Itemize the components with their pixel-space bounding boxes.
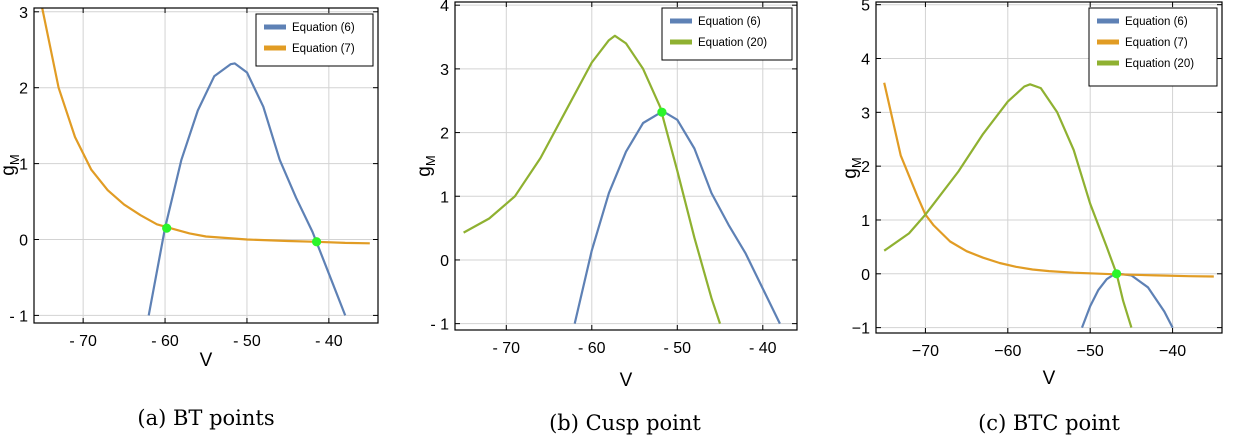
y-tick-label: 3 xyxy=(19,5,28,22)
intersection-point xyxy=(657,107,667,117)
subfigure-caption: (a) BT points xyxy=(137,406,274,430)
plot-frame xyxy=(33,7,379,324)
plot-area xyxy=(41,8,370,316)
x-axis-label: V xyxy=(1043,368,1056,389)
y-axis-label: gM xyxy=(0,154,22,175)
legend: Equation (6) Equation (20) xyxy=(661,7,793,61)
series-line-2 xyxy=(463,34,722,324)
legend-label: Equation (6) xyxy=(1125,16,1188,28)
plot-area xyxy=(883,82,1214,329)
series-line-2 xyxy=(883,82,1214,278)
legend-label: Equation (20) xyxy=(1125,58,1194,70)
plot-area xyxy=(463,34,781,325)
intersection-point xyxy=(311,237,322,247)
x-tick-label: −40 xyxy=(1159,343,1186,360)
x-tick-label: −50 xyxy=(1077,343,1104,360)
x-tick-label: - 70 xyxy=(69,333,97,350)
legend-label: Equation (6) xyxy=(292,22,355,34)
legend: Equation (6) Equation (7) xyxy=(255,13,374,67)
x-tick-label: - 50 xyxy=(664,340,692,357)
y-axis-label-subscript: M xyxy=(423,155,438,166)
intersection-point xyxy=(162,223,172,233)
x-tick-label: - 60 xyxy=(578,340,606,357)
plot-frame xyxy=(875,1,1223,334)
x-tick-label: - 60 xyxy=(151,333,179,350)
series-line-1 xyxy=(1080,272,1174,329)
y-axis-label-main: g xyxy=(0,165,19,176)
y-tick-label: 1 xyxy=(19,157,28,174)
y-tick-label: 2 xyxy=(861,159,870,176)
y-tick-label: 0 xyxy=(440,253,449,270)
y-axis-label-subscript: M xyxy=(7,154,22,165)
y-axis-label-main: g xyxy=(840,168,861,179)
legend-label: Equation (7) xyxy=(1125,37,1188,49)
legend-box xyxy=(255,13,374,67)
subfigure-caption: (b) Cusp point xyxy=(549,411,701,435)
x-axis-label: V xyxy=(200,350,213,371)
y-tick-label: 2 xyxy=(440,126,449,143)
x-tick-label: - 40 xyxy=(315,333,343,350)
y-axis-label-subscript: M xyxy=(849,157,864,168)
y-axis-label-main: g xyxy=(414,166,435,177)
series-line-1 xyxy=(147,62,347,316)
y-tick-label: −1 xyxy=(852,321,870,338)
y-tick-label: 3 xyxy=(861,105,870,122)
legend-label: Equation (6) xyxy=(698,16,761,28)
x-tick-label: - 50 xyxy=(233,333,261,350)
y-tick-label: - 1 xyxy=(9,308,28,325)
y-tick-label: 2 xyxy=(19,81,28,98)
y-tick-label: 0 xyxy=(861,267,870,284)
legend-label: Equation (7) xyxy=(292,43,355,55)
y-axis-label: gM xyxy=(840,157,864,178)
x-axis-label: V xyxy=(620,370,633,391)
y-tick-label: 5 xyxy=(861,0,870,15)
plot-frame xyxy=(454,1,798,331)
legend-box xyxy=(661,7,793,61)
x-tick-label: - 70 xyxy=(493,340,521,357)
y-tick-label: 4 xyxy=(440,0,449,15)
y-tick-label: 1 xyxy=(861,213,870,230)
y-tick-label: 4 xyxy=(861,52,870,69)
x-tick-label: −70 xyxy=(912,343,939,360)
intersection-point xyxy=(1111,269,1122,279)
legend-label: Equation (20) xyxy=(698,37,767,49)
x-tick-label: −60 xyxy=(994,343,1021,360)
series-line-1 xyxy=(573,111,781,325)
y-tick-label: 1 xyxy=(440,189,449,206)
series-line-3 xyxy=(883,83,1133,328)
subfigure-caption: (c) BTC point xyxy=(978,411,1120,435)
y-tick-label: - 1 xyxy=(430,317,449,334)
y-axis-label: gM xyxy=(414,155,438,176)
legend: Equation (6) Equation (7) Equation (20) xyxy=(1088,7,1218,87)
y-tick-label: 3 xyxy=(440,62,449,79)
x-tick-label: - 40 xyxy=(749,340,777,357)
y-tick-label: 0 xyxy=(19,233,28,250)
